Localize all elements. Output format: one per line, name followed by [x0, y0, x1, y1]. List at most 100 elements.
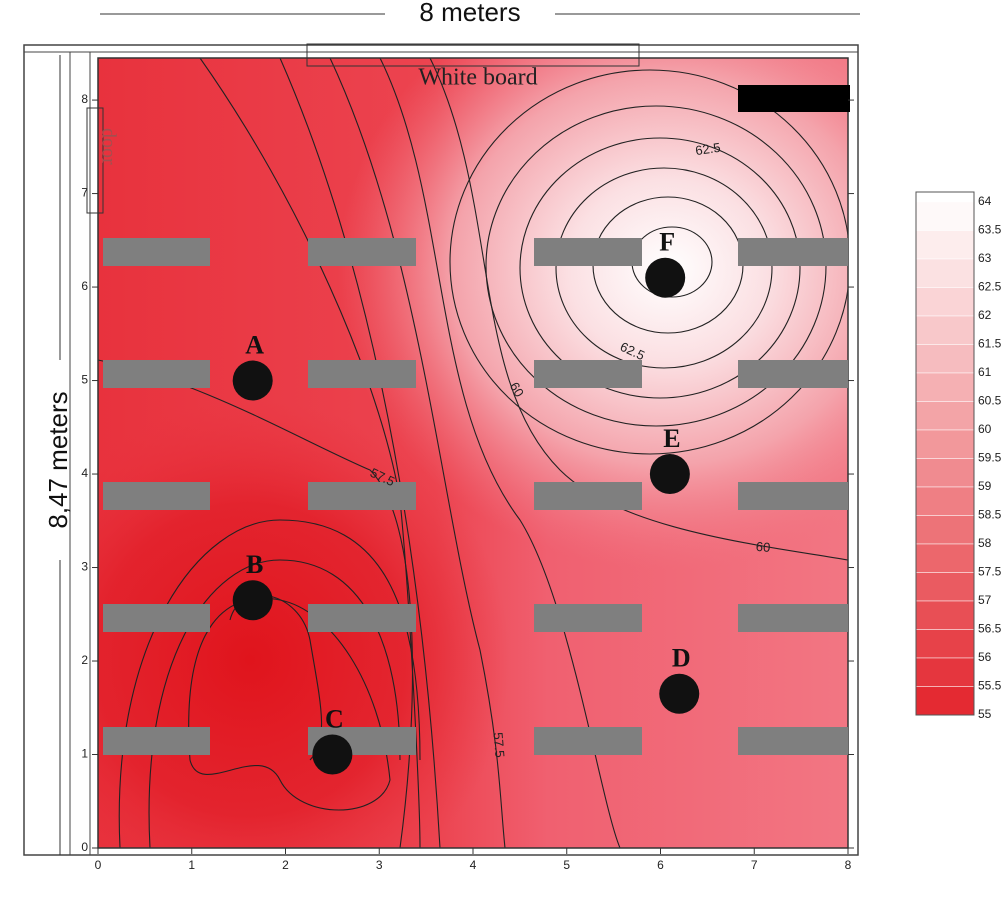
colorbar-swatch: [915, 287, 975, 317]
y-tick-label: 8: [81, 92, 88, 106]
colorbar-label: 58.5: [978, 508, 1002, 522]
colorbar-swatch: [915, 401, 975, 431]
colorbar-label: 61: [978, 365, 992, 379]
desk: [103, 604, 210, 632]
x-tick-label: 6: [657, 858, 664, 872]
y-tick-label: 2: [81, 653, 88, 667]
black-object: [738, 85, 850, 112]
colorbar-swatch: [915, 258, 975, 288]
desk: [534, 604, 642, 632]
point-label: D: [672, 644, 691, 673]
colorbar-label: 55.5: [978, 679, 1002, 693]
colorbar-label: 62.5: [978, 280, 1002, 294]
colorbar-label: 62: [978, 308, 992, 322]
measure-point: [645, 257, 686, 298]
desk: [103, 238, 210, 266]
x-tick-label: 7: [751, 858, 758, 872]
desk: [103, 727, 210, 755]
y-tick-label: 5: [81, 373, 88, 387]
desk: [738, 360, 848, 388]
colorbar-label: 63: [978, 251, 992, 265]
point-label: E: [663, 424, 680, 453]
measure-point: [649, 454, 690, 495]
colorbar-label: 63.5: [978, 223, 1002, 237]
room-frame: [23, 44, 859, 856]
contour-label: 62.5: [694, 140, 721, 158]
point-label: A: [245, 331, 264, 360]
colorbar-swatch: [915, 429, 975, 459]
y-tick-label: 7: [81, 186, 88, 200]
colorbar-swatch: [915, 458, 975, 488]
point-label: B: [246, 550, 263, 579]
colorbar-label: 64: [978, 194, 992, 208]
x-axis-title: 8 meters: [419, 0, 520, 27]
colorbar-swatch: [915, 344, 975, 374]
x-tick-label: 4: [470, 858, 477, 872]
x-tick-label: 0: [95, 858, 102, 872]
colorbar-swatch: [915, 201, 975, 231]
point-label: F: [659, 228, 675, 257]
y-tick-label: 6: [81, 279, 88, 293]
colorbar-swatch: [915, 543, 975, 573]
desk: [534, 727, 642, 755]
colorbar-label: 59.5: [978, 451, 1002, 465]
desk: [534, 360, 642, 388]
y-axis-title: 8,47 meters: [43, 391, 73, 528]
door-frame: [86, 107, 104, 214]
desk: [738, 482, 848, 510]
x-tick-label: 5: [563, 858, 570, 872]
point-label: C: [325, 704, 344, 733]
x-tick-label: 1: [188, 858, 195, 872]
desk: [308, 360, 416, 388]
colorbar-label: 59: [978, 479, 992, 493]
desk: [738, 238, 848, 266]
door-label: door: [97, 128, 119, 165]
measure-point: [312, 734, 353, 775]
desk: [308, 482, 416, 510]
y-tick-label: 4: [81, 466, 88, 480]
desk: [738, 604, 848, 632]
desk: [308, 604, 416, 632]
colorbar-swatch: [915, 372, 975, 402]
y-tick-label: 0: [81, 840, 88, 854]
x-tick-label: 2: [282, 858, 289, 872]
colorbar-swatch: [915, 315, 975, 345]
colorbar-frame: [915, 191, 975, 716]
colorbar-swatch: [915, 657, 975, 687]
colorbar-label: 61.5: [978, 337, 1002, 351]
whiteboard: [306, 43, 640, 67]
contour-label: 60: [507, 379, 527, 399]
colorbar-swatch: [915, 230, 975, 260]
measure-point: [232, 580, 273, 621]
colorbar-swatch: [915, 686, 975, 716]
x-tick-label: 8: [845, 858, 852, 872]
colorbar-swatch: [915, 600, 975, 630]
colorbar-label: 57.5: [978, 565, 1002, 579]
colorbar-label: 60.5: [978, 394, 1002, 408]
y-tick-label: 3: [81, 560, 88, 574]
colorbar-swatch: [915, 486, 975, 516]
contour-label: 57.5: [490, 732, 507, 759]
colorbar-label: 60: [978, 422, 992, 436]
y-tick-label: 1: [81, 747, 88, 761]
colorbar-label: 56.5: [978, 622, 1002, 636]
whiteboard-label: White board: [418, 65, 537, 91]
colorbar-swatch: [915, 629, 975, 659]
colorbar-swatch: [915, 572, 975, 602]
colorbar-label: 58: [978, 536, 992, 550]
desk: [308, 238, 416, 266]
measure-point: [659, 673, 700, 714]
colorbar-swatch: [915, 515, 975, 545]
contour-label: 60: [755, 539, 771, 555]
colorbar-label: 57: [978, 593, 992, 607]
desk: [103, 482, 210, 510]
desk: [534, 482, 642, 510]
measure-point: [232, 360, 273, 401]
x-tick-label: 3: [376, 858, 383, 872]
colorbar-label: 55: [978, 707, 992, 721]
colorbar-label: 56: [978, 650, 992, 664]
desk: [534, 238, 642, 266]
desk: [103, 360, 210, 388]
desk: [738, 727, 848, 755]
